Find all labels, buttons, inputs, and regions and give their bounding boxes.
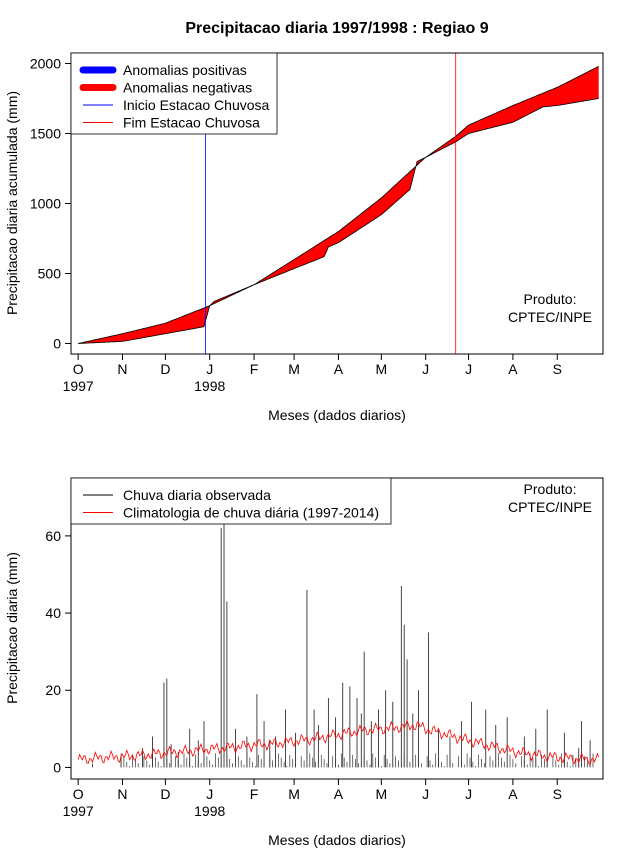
negative-anomaly-area [78,66,599,344]
y-tick-label: 2000 [30,56,61,72]
chart2-legend: Chuva diaria observada Climatologia de ch… [70,477,392,525]
x-tick-label: F [250,361,259,377]
chart2-credit-line1: Produto: [524,481,577,497]
x-tick-label: A [508,361,518,377]
x-tick-label: J [422,786,429,802]
y-tick-label: 60 [45,528,61,544]
y-tick-label: 1000 [30,196,61,212]
x-tick-label: N [117,361,127,377]
x-tick-label: M [375,361,387,377]
chart2-plot-area [77,497,600,768]
x-tick-label: A [508,786,518,802]
x-tick-label: F [250,786,259,802]
x-tick-label: S [553,361,562,377]
x-tick-label: A [334,361,344,377]
x-year-label: 1998 [194,378,225,394]
x-tick-label: M [288,786,300,802]
x-tick-label: J [422,361,429,377]
x-year-label: 1997 [63,803,94,819]
x-tick-label: D [160,361,170,377]
x-tick-label: J [206,786,213,802]
x-tick-label: O [73,361,84,377]
x-tick-label: M [288,361,300,377]
observed-accum-line [78,98,599,344]
chart2-x-axis-label: Meses (dados diarios) [268,832,406,848]
legend-label: Anomalias negativas [123,80,252,96]
chart2-credit-line2: CPTEC/INPE [508,499,592,515]
y-tick-label: 40 [45,605,61,621]
x-tick-label: O [73,786,84,802]
climatology-accum-line [78,65,599,344]
legend-label: Chuva diaria observada [123,487,271,503]
chart2-y-axis-label: Precipitacao diaria (mm) [4,552,20,704]
x-tick-label: N [117,786,127,802]
x-year-label: 1998 [194,803,225,819]
y-tick-label: 0 [53,336,61,352]
legend-box [70,477,392,525]
climatology-daily-line [77,719,600,766]
y-tick-label: 1500 [30,126,61,142]
x-tick-label: A [334,786,344,802]
chart1-credit-line2: CPTEC/INPE [508,309,592,325]
y-tick-label: 500 [38,266,62,282]
y-tick-label: 20 [45,682,61,698]
x-tick-label: J [465,361,472,377]
x-tick-label: M [375,786,387,802]
x-tick-label: D [160,786,170,802]
chart1-y-axis-label: Precipitacao diaria acumulada (mm) [4,91,20,315]
legend-label: Climatologia de chuva diária (1997-2014) [123,505,379,521]
chart1-legend: Anomalias positivas Anomalias negativasIn… [70,52,278,135]
chart1-credit-line1: Produto: [524,291,577,307]
chart1-x-axis-label: Meses (dados diarios) [268,407,406,423]
y-tick-label: 0 [53,759,61,775]
chart1-title: Precipitacao diaria 1997/1998 : Regiao 9 [185,20,488,37]
legend-label: Anomalias positivas [123,62,247,78]
legend-label: Fim Estacao Chuvosa [123,115,260,131]
x-tick-label: J [465,786,472,802]
x-tick-label: S [553,786,562,802]
legend-label: Inicio Estacao Chuvosa [123,97,270,113]
x-year-label: 1997 [63,378,94,394]
x-tick-label: J [206,361,213,377]
